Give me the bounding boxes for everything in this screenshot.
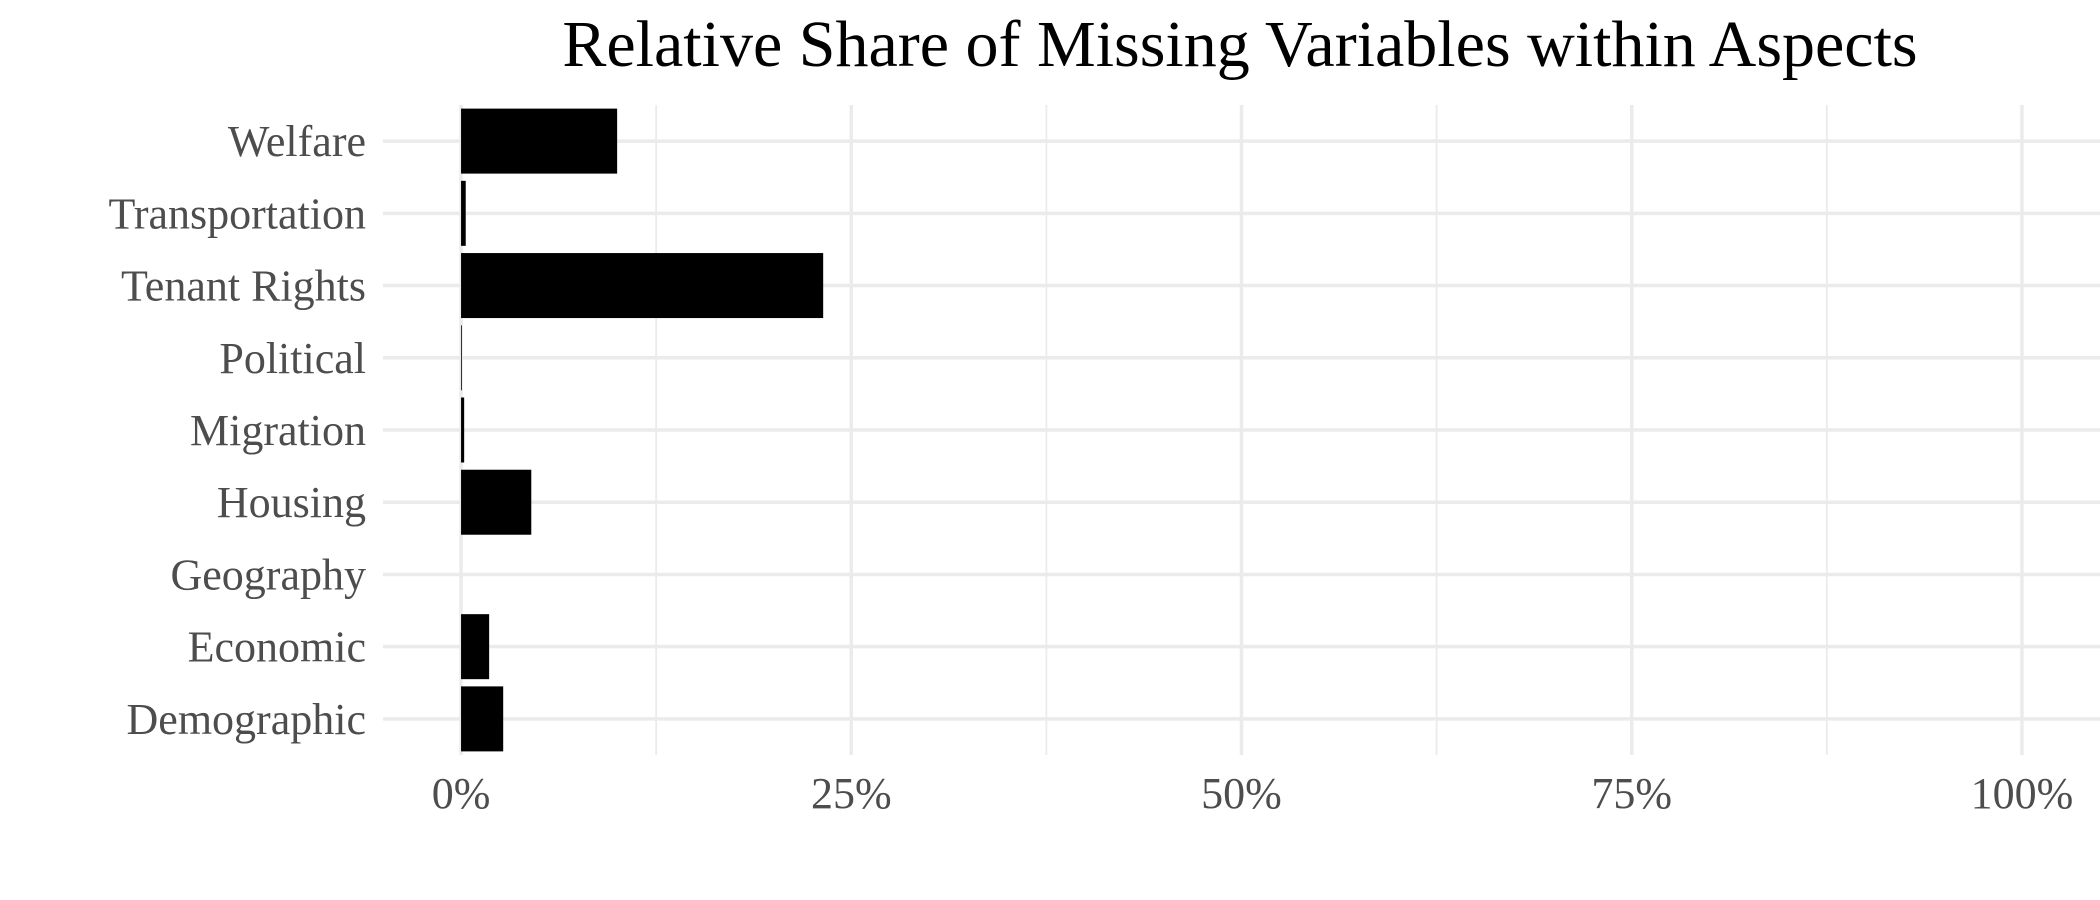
bar-migration (461, 397, 465, 463)
bar-transportation (461, 180, 466, 246)
bar-tenant-rights (461, 253, 824, 319)
bar-welfare (461, 108, 618, 174)
bars (461, 108, 824, 752)
gridlines (383, 105, 2100, 755)
y-axis-tick-labels: Demographic Economic Geography Housing Migra… (109, 117, 367, 744)
y-tick-label: Economic (188, 623, 366, 672)
x-axis-tick-labels: 0% 25% 50% 75% 100% (432, 769, 2074, 818)
y-tick-label: Demographic (127, 695, 366, 744)
y-tick-label: Housing (217, 478, 366, 527)
bar-political (461, 325, 462, 391)
bar-demographic (461, 686, 504, 752)
y-tick-label: Tenant Rights (121, 262, 366, 311)
x-tick-label: 100% (1971, 769, 2074, 818)
y-tick-label: Transportation (109, 189, 367, 238)
x-tick-label: 0% (432, 769, 491, 818)
x-tick-label: 25% (811, 769, 892, 818)
bar-housing (461, 469, 532, 535)
y-tick-label: Political (219, 334, 366, 383)
y-tick-label: Geography (171, 550, 367, 599)
y-tick-label: Welfare (228, 117, 366, 166)
chart-title: Relative Share of Missing Variables with… (562, 8, 1917, 81)
y-tick-label: Migration (190, 406, 366, 455)
bar-economic (461, 614, 490, 680)
x-tick-label: 75% (1591, 769, 1672, 818)
x-tick-label: 50% (1201, 769, 1282, 818)
